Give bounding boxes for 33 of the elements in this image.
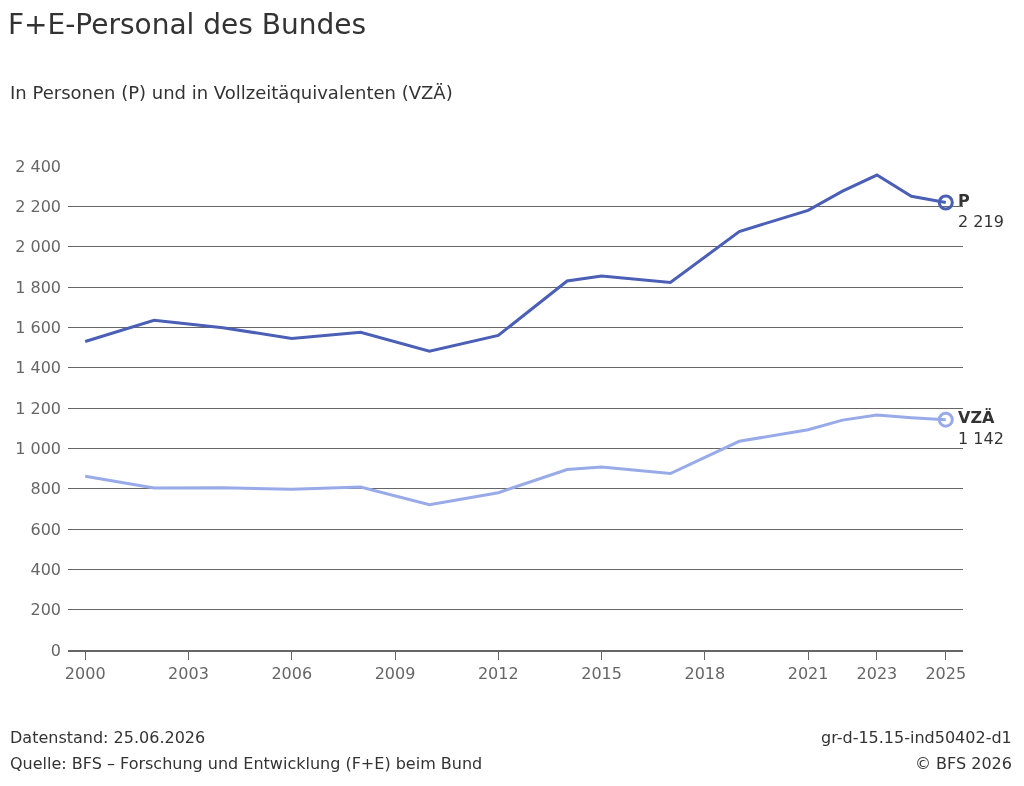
y-tick-label: 1 000 (15, 438, 61, 458)
x-tick-label: 2015 (581, 663, 622, 683)
y-tick-label: 200 (30, 600, 61, 620)
y-tick-label: 1 400 (15, 358, 61, 378)
source-note: Quelle: BFS – Forschung und Entwicklung (F+E) beim Bund (10, 754, 483, 773)
y-tick-label: 800 (30, 479, 61, 499)
text: © BFS 2026 (915, 754, 1012, 773)
y-tick-label: 2 400 (15, 156, 61, 176)
x-tick-label: 2025 (925, 663, 967, 683)
x-tick-label: 2018 (684, 663, 726, 683)
x-tick-label: 2023 (856, 663, 898, 683)
y-tick-label: 0 (50, 640, 61, 660)
text: gr-d-15.15-ind50402-d1 (821, 728, 1012, 747)
y-tick-label: 2 000 (15, 237, 61, 257)
y-tick-label: 2 200 (15, 196, 61, 216)
x-tick-label: 2006 (271, 663, 313, 683)
series-label: VZÄ (958, 408, 995, 427)
chart-subtitle: In Personen (P) und in Vollzeitäquivalenten (VZÄ) (10, 82, 453, 103)
data-label: 1 142 (958, 428, 1004, 448)
x-tick-label: 2000 (64, 663, 106, 683)
x-tick-label: 2021 (787, 663, 829, 683)
x-tick-label: 2012 (477, 663, 519, 683)
data-label: 2 219 (958, 211, 1004, 231)
x-tick-label: 2009 (374, 663, 416, 683)
y-tick-label: 400 (30, 559, 61, 579)
text: Datenstand: 25.06.2026 (10, 728, 206, 747)
series-label: P (958, 191, 970, 210)
y-tick-label: 1 600 (15, 317, 61, 337)
y-tick-label: 1 200 (15, 398, 61, 418)
y-tick-label: 1 800 (15, 277, 61, 297)
y-tick-label: 600 (30, 519, 61, 539)
x-tick-label: 2003 (168, 663, 209, 683)
chart-title: F+E-Personal des Bundes (8, 7, 367, 41)
